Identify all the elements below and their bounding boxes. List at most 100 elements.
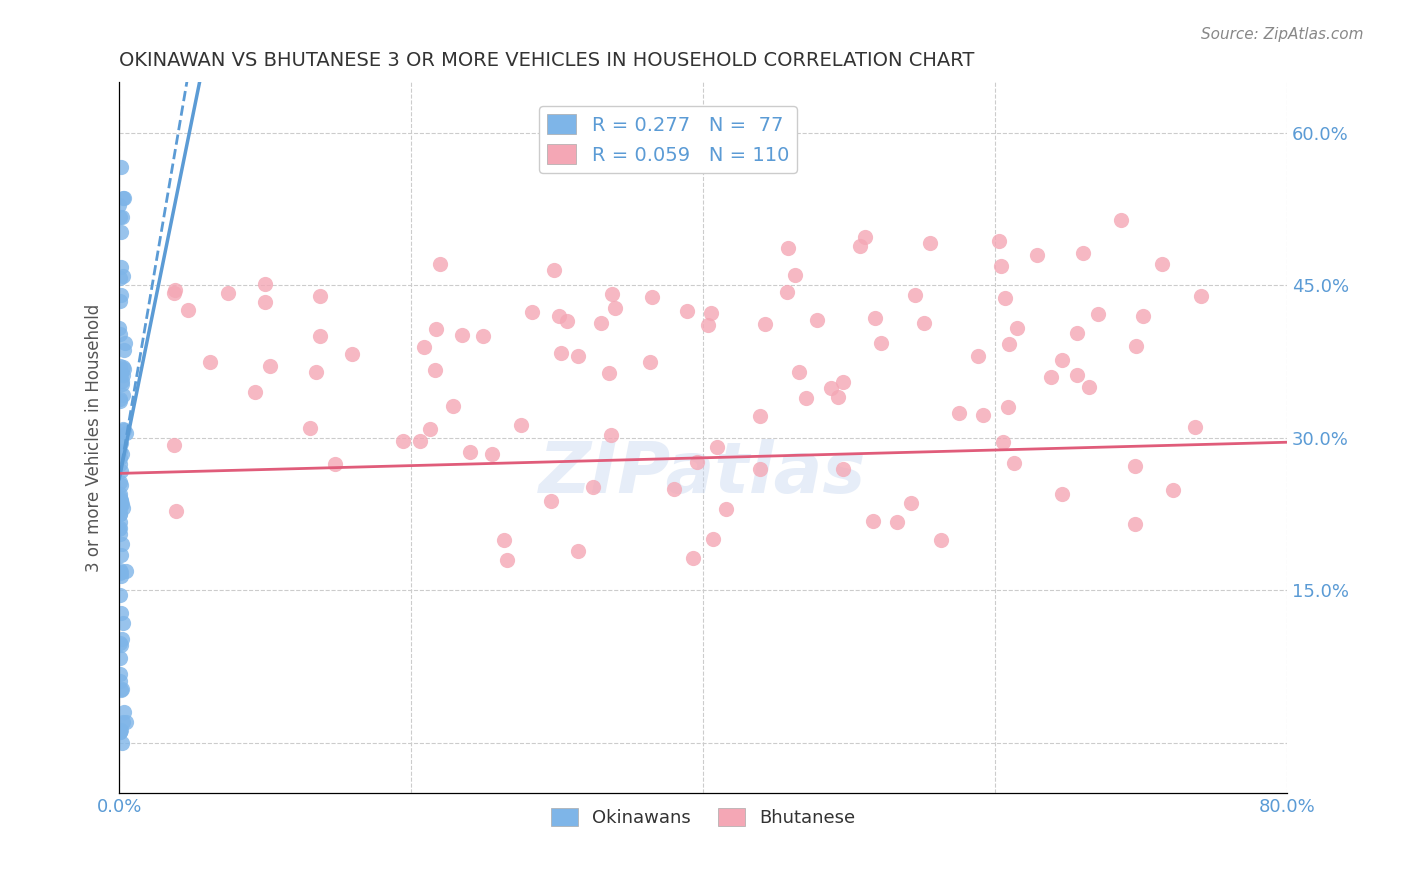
Point: [783, 268, 806, 283]
Point: [112, 362, 135, 376]
Point: [832, 375, 855, 389]
Point: [112, 368, 135, 383]
Point: [548, 309, 571, 323]
Point: [591, 316, 613, 330]
Point: [243, 385, 266, 400]
Point: [696, 318, 718, 333]
Point: [700, 306, 723, 320]
Point: [1078, 380, 1101, 394]
Point: [1189, 289, 1212, 303]
Point: [108, 501, 131, 516]
Point: [108, 587, 131, 601]
Point: [749, 462, 772, 476]
Point: [340, 347, 363, 361]
Point: [1150, 257, 1173, 271]
Point: [853, 230, 876, 244]
Point: [108, 392, 131, 406]
Point: [111, 377, 134, 392]
Point: [1109, 213, 1132, 227]
Point: [1002, 456, 1025, 470]
Point: [110, 673, 132, 688]
Point: [1123, 517, 1146, 532]
Point: [904, 288, 927, 302]
Point: [496, 553, 519, 567]
Point: [862, 514, 884, 528]
Point: [177, 303, 200, 318]
Point: [110, 288, 132, 302]
Point: [1132, 309, 1154, 323]
Point: [994, 291, 1017, 305]
Point: [108, 271, 131, 285]
Point: [108, 651, 131, 665]
Point: [110, 436, 132, 450]
Point: [110, 494, 132, 508]
Point: [108, 563, 131, 577]
Point: [111, 632, 134, 647]
Text: OKINAWAN VS BHUTANESE 3 OR MORE VEHICLES IN HOUSEHOLD CORRELATION CHART: OKINAWAN VS BHUTANESE 3 OR MORE VEHICLES…: [120, 51, 974, 70]
Point: [540, 493, 562, 508]
Point: [198, 355, 221, 369]
Point: [778, 241, 800, 255]
Point: [582, 480, 605, 494]
Point: [110, 368, 132, 382]
Point: [110, 260, 132, 275]
Point: [112, 422, 135, 436]
Point: [111, 497, 134, 511]
Point: [108, 457, 131, 471]
Point: [108, 666, 131, 681]
Point: [111, 210, 134, 224]
Point: [111, 537, 134, 551]
Point: [253, 294, 276, 309]
Point: [820, 381, 842, 395]
Point: [110, 477, 132, 491]
Point: [111, 360, 134, 375]
Point: [948, 406, 970, 420]
Point: [111, 268, 134, 283]
Point: [481, 447, 503, 461]
Point: [603, 301, 626, 315]
Point: [492, 533, 515, 548]
Point: [1087, 307, 1109, 321]
Point: [749, 409, 772, 424]
Point: [112, 423, 135, 437]
Point: [108, 475, 131, 489]
Point: [110, 569, 132, 583]
Point: [1050, 487, 1073, 501]
Point: [110, 723, 132, 737]
Point: [998, 336, 1021, 351]
Point: [108, 724, 131, 739]
Point: [110, 527, 132, 541]
Point: [918, 235, 941, 250]
Point: [259, 359, 281, 374]
Point: [520, 305, 543, 319]
Point: [108, 394, 131, 409]
Point: [110, 487, 132, 501]
Point: [112, 191, 135, 205]
Point: [682, 551, 704, 566]
Point: [967, 349, 990, 363]
Point: [391, 434, 413, 448]
Point: [111, 388, 134, 402]
Point: [108, 725, 131, 739]
Point: [664, 482, 686, 496]
Point: [1066, 368, 1088, 383]
Point: [115, 715, 138, 730]
Point: [1161, 483, 1184, 498]
Point: [110, 638, 132, 652]
Point: [309, 289, 332, 303]
Point: [108, 321, 131, 335]
Point: [600, 286, 623, 301]
Point: [108, 521, 131, 535]
Point: [716, 502, 738, 516]
Point: [1005, 320, 1028, 334]
Point: [108, 507, 131, 521]
Point: [1026, 247, 1049, 261]
Point: [451, 327, 474, 342]
Point: [598, 366, 620, 380]
Point: [1125, 458, 1147, 473]
Point: [425, 363, 447, 377]
Point: [108, 522, 131, 536]
Point: [702, 532, 724, 546]
Point: [112, 705, 135, 719]
Point: [110, 160, 132, 174]
